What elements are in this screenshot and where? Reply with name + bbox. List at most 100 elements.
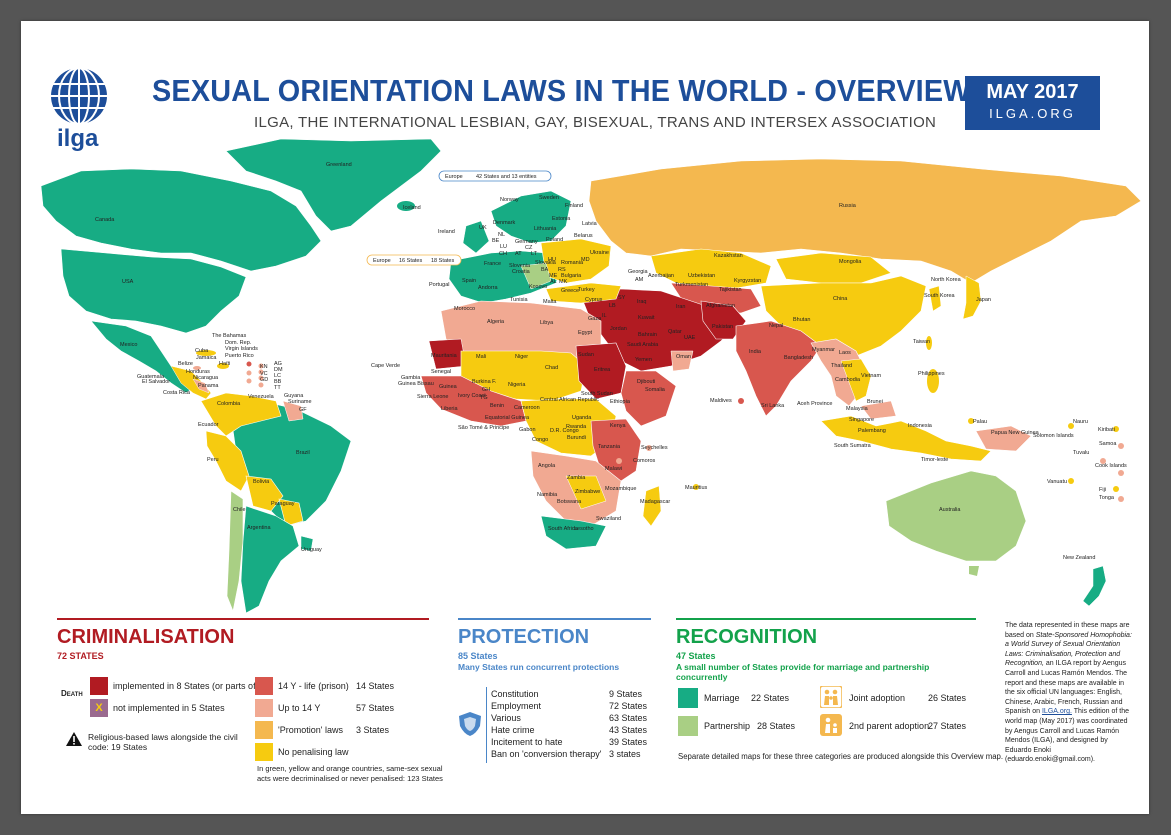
svg-text:Latvia: Latvia (582, 221, 598, 227)
svg-text:Slovenia: Slovenia (509, 263, 531, 269)
recognition-subtitle: A small number of States provide for mar… (676, 662, 930, 682)
death-label: Death (61, 689, 83, 698)
south-africa-region (540, 515, 607, 550)
ecuador-peru-region (205, 430, 250, 492)
svg-text:Cyprus: Cyprus (585, 297, 603, 303)
svg-text:DM: DM (274, 367, 283, 373)
western-europe-region (448, 250, 562, 304)
svg-text:Panama: Panama (198, 383, 219, 389)
svg-text:Brunei: Brunei (867, 399, 883, 405)
svg-text:Namibia: Namibia (537, 492, 558, 498)
svg-text:Nepal: Nepal (769, 323, 783, 329)
svg-text:Russia: Russia (839, 203, 857, 209)
svg-text:Lesotho: Lesotho (574, 526, 594, 532)
svg-text:Botswana: Botswana (557, 499, 582, 505)
svg-text:CZ: CZ (525, 245, 533, 251)
svg-text:South Korea: South Korea (924, 293, 956, 299)
korea-japan-region (928, 285, 942, 312)
svg-text:Germany: Germany (515, 239, 538, 245)
svg-text:TT: TT (274, 385, 281, 391)
protection-row: Employment 72 States (491, 701, 648, 711)
svg-text:HU: HU (548, 257, 556, 263)
svg-text:VC: VC (260, 371, 268, 377)
svg-text:Fiji: Fiji (1099, 487, 1106, 493)
svg-text:Romania: Romania (561, 260, 584, 266)
svg-text:Iran: Iran (676, 304, 685, 310)
svg-text:Nicaragua: Nicaragua (193, 375, 219, 381)
svg-text:Cameroon: Cameroon (514, 405, 540, 411)
svg-text:China: China (833, 296, 848, 302)
svg-text:Tanzania: Tanzania (598, 444, 621, 450)
swatch-up-to-14 (255, 699, 273, 717)
penalty-14y-count: 57 States (356, 703, 395, 713)
svg-text:Eritrea: Eritrea (594, 367, 611, 373)
svg-text:Kosovo: Kosovo (529, 284, 547, 290)
svg-text:Philippines: Philippines (918, 371, 945, 377)
svg-text:Virgin Islands: Virgin Islands (225, 346, 258, 352)
svg-text:Sweden: Sweden (539, 195, 559, 201)
svg-text:Suriname: Suriname (288, 399, 312, 405)
swatch-death-not-implemented: X (90, 699, 108, 717)
svg-text:Taiwan: Taiwan (913, 339, 930, 345)
svg-text:Central African Republic: Central African Republic (540, 397, 599, 403)
svg-text:Congo: Congo (532, 437, 548, 443)
svg-text:Mauritius: Mauritius (685, 485, 708, 491)
svg-text:Vanuatu: Vanuatu (1047, 479, 1067, 485)
swatch-no-penalising (255, 743, 273, 761)
svg-text:Sri Lanka: Sri Lanka (761, 403, 785, 409)
svg-text:Azerbaijan: Azerbaijan (648, 273, 674, 279)
partnership-count: 28 States (757, 721, 796, 731)
svg-text:Turkey: Turkey (578, 287, 595, 293)
penalty-life-count: 14 States (356, 681, 395, 691)
svg-text:D.R. Congo: D.R. Congo (550, 428, 579, 434)
svg-text:Greece: Greece (561, 288, 579, 294)
svg-text:GD: GD (260, 377, 268, 383)
svg-text:Nauru: Nauru (1073, 419, 1088, 425)
svg-text:Morocco: Morocco (454, 306, 475, 312)
date-box: MAY 2017 ILGA.ORG (965, 76, 1100, 130)
svg-text:LT: LT (531, 251, 538, 257)
svg-text:Colombia: Colombia (217, 401, 241, 407)
bolivia-region (245, 475, 284, 512)
svg-text:GH: GH (482, 387, 490, 393)
svg-text:Bangladesh: Bangladesh (784, 355, 813, 361)
paraguay-region (278, 498, 304, 527)
svg-text:Zimbabwe: Zimbabwe (575, 489, 600, 495)
svg-text:Tunisia: Tunisia (510, 297, 528, 303)
svg-text:Palau: Palau (973, 419, 987, 425)
svg-text:Equatorial Guinea: Equatorial Guinea (485, 415, 530, 421)
protection-count: 85 States (458, 651, 498, 661)
svg-text:Ecuador: Ecuador (198, 422, 219, 428)
turkey-region (545, 282, 622, 304)
svg-text:Australia: Australia (939, 507, 961, 513)
svg-text:Uganda: Uganda (572, 415, 592, 421)
svg-text:IL: IL (602, 313, 607, 319)
svg-text:ME: ME (549, 273, 558, 279)
svg-text:Maldives: Maldives (710, 398, 732, 404)
religious-note: Religious-based laws alongside the civil… (88, 732, 238, 752)
svg-text:Niger: Niger (515, 354, 528, 360)
protection-table: Constitution 9 States Employment 72 States… (491, 688, 647, 760)
svg-text:AL: AL (550, 279, 557, 285)
poster: Europe 42 States and 13 entities Europe … (21, 21, 1149, 814)
svg-text:Libya: Libya (540, 320, 554, 326)
ilga-link[interactable]: ILGA.org. (1041, 708, 1072, 716)
svg-text:Somalia: Somalia (645, 387, 666, 393)
svg-text:Cape Verde: Cape Verde (371, 363, 400, 369)
svg-text:Sudan: Sudan (578, 352, 594, 358)
svg-text:MK: MK (559, 279, 568, 285)
page-subtitle: ILGA, THE INTERNATIONAL LESBIAN, GAY, BI… (254, 114, 937, 131)
penalty-life-label: 14 Y - life (prison) (278, 681, 349, 691)
svg-text:Thailand: Thailand (831, 363, 852, 369)
svg-text:Comoros: Comoros (633, 458, 656, 464)
warning-icon (66, 732, 82, 746)
marriage-label: Marriage (704, 693, 740, 703)
svg-text:Senegal: Senegal (431, 369, 451, 375)
svg-text:Portugal: Portugal (429, 282, 450, 288)
svg-text:Yemen: Yemen (635, 357, 652, 363)
svg-text:South Sumatra: South Sumatra (834, 443, 872, 449)
svg-text:Liberia: Liberia (441, 406, 458, 412)
svg-text:USA: USA (122, 279, 134, 285)
svg-text:BB: BB (274, 379, 282, 385)
horn-africa-region (620, 370, 677, 427)
